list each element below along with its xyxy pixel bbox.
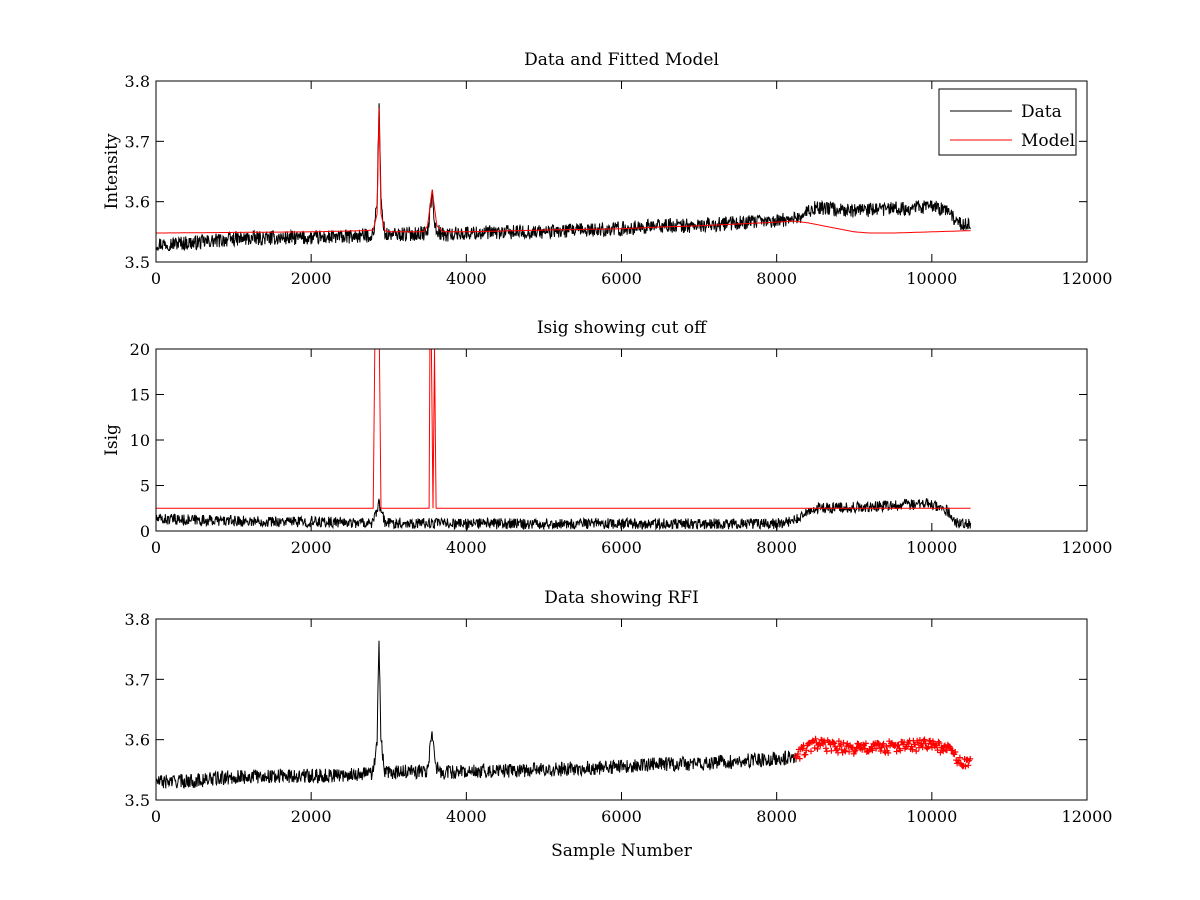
y-tick-label: 3.6 [125, 731, 150, 750]
y-tick-label: 3.6 [125, 193, 150, 212]
legend: Data Model [938, 88, 1077, 156]
y-tick-label: 10 [130, 431, 150, 450]
y-axis-label: Intensity [102, 133, 122, 209]
chart-panel-3: 0 2000 4000 6000 8000 10000 12000 3.5 3.6 3.7 3.8 D… [125, 588, 1113, 861]
chart-panel-1: 0 2000 4000 6000 8000 10000 12000 3.5 3.6 3.7 3.8 D… [102, 50, 1112, 288]
plot-area [156, 640, 974, 790]
y-tick-label: 3.7 [125, 132, 150, 151]
x-tick-label: 6000 [601, 807, 642, 826]
x-tick-label: 4000 [446, 807, 487, 826]
legend-box [938, 88, 1077, 156]
chart-panel-2: 0 2000 4000 6000 8000 10000 12000 0 5 10 15 20 Isig … [102, 318, 1112, 557]
x-tick-label: 10000 [906, 538, 957, 557]
x-tick-label: 12000 [1062, 269, 1113, 288]
series-series-2-line [156, 349, 971, 509]
y-tick-label: 3.5 [125, 791, 150, 810]
series-data-line [156, 103, 971, 252]
y-tick-label: 3.7 [125, 670, 150, 689]
legend-label: Model [1021, 131, 1075, 151]
x-tick-label: 2000 [291, 538, 332, 557]
x-tick-label: 6000 [601, 269, 642, 288]
x-tick-label: 8000 [756, 807, 797, 826]
x-tick-label: 10000 [906, 807, 957, 826]
x-tick-label: 8000 [756, 538, 797, 557]
chart-title: Data and Fitted Model [524, 50, 719, 70]
x-tick-label: 6000 [601, 538, 642, 557]
x-tick-label: 4000 [446, 269, 487, 288]
y-tick-label: 20 [130, 340, 150, 359]
series-series-1-line [156, 640, 797, 790]
y-tick-label: 3.8 [125, 610, 150, 629]
x-tick-label: 10000 [906, 269, 957, 288]
x-tick-label: 0 [151, 269, 161, 288]
axes-box [155, 618, 1088, 801]
y-tick-label: 5 [140, 477, 150, 496]
y-tick-label: 3.5 [125, 253, 150, 272]
x-tick-label: 4000 [446, 538, 487, 557]
x-axis-label: Sample Number [551, 841, 693, 861]
plot-area [156, 103, 971, 252]
series-series-2-marks [793, 735, 974, 770]
x-tick-label: 2000 [291, 269, 332, 288]
x-tick-label: 12000 [1062, 538, 1113, 557]
plot-area [156, 349, 972, 531]
axes-box [155, 348, 1088, 532]
y-tick-label: 0 [140, 522, 150, 541]
y-tick-label: 15 [130, 386, 150, 405]
series-model-line [156, 108, 971, 234]
chart-title: Data showing RFI [544, 588, 699, 608]
y-axis-label: Isig [102, 424, 122, 456]
legend-label: Data [1021, 102, 1062, 122]
x-tick-label: 2000 [291, 807, 332, 826]
y-tick-label: 3.8 [125, 72, 150, 91]
series-series-1-line [156, 498, 972, 531]
x-tick-label: 0 [151, 538, 161, 557]
x-tick-label: 12000 [1062, 807, 1113, 826]
series-series-2-markers [793, 735, 974, 770]
x-tick-label: 8000 [756, 269, 797, 288]
x-tick-label: 0 [151, 807, 161, 826]
chart-title: Isig showing cut off [537, 318, 708, 338]
